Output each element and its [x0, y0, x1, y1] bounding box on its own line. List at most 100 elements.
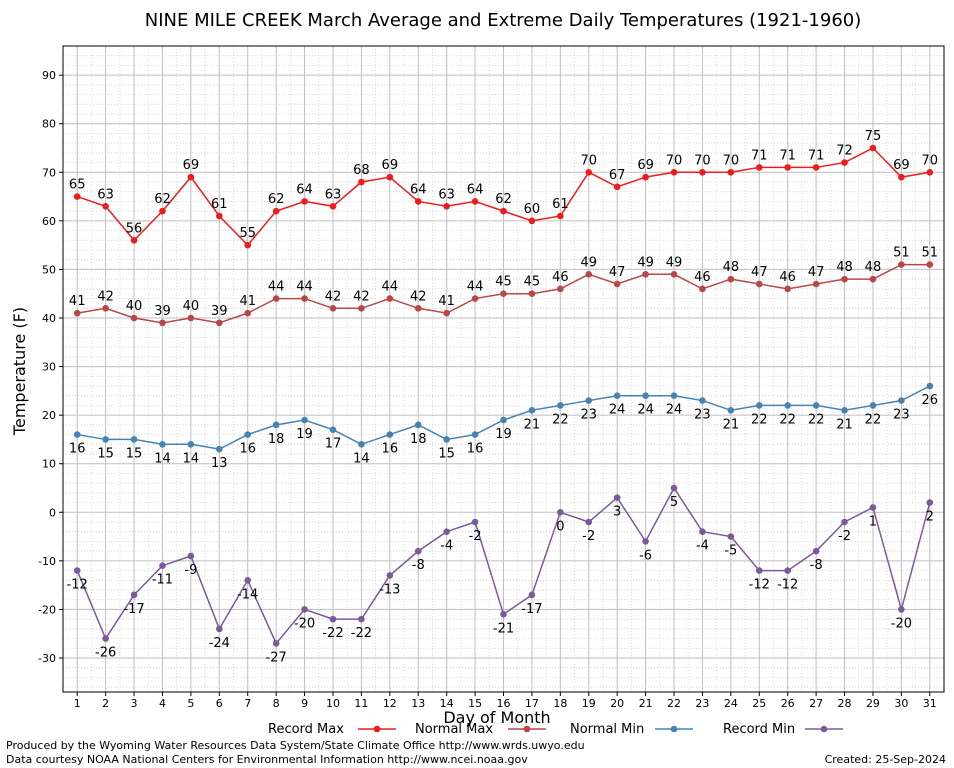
- normal-min-point: [414, 421, 422, 429]
- normal-max-data-label: 48: [865, 260, 882, 275]
- record-min-point: [926, 499, 934, 506]
- x-tick-label: 29: [866, 697, 880, 710]
- normal-max-data-label: 49: [637, 255, 654, 270]
- record-min-data-label: 1: [869, 514, 877, 529]
- record-min-data-label: -22: [351, 626, 372, 641]
- x-tick-label: 20: [610, 697, 624, 710]
- normal-min-point: [926, 382, 934, 390]
- y-tick-label: 50: [42, 263, 56, 276]
- y-tick-label: 90: [42, 69, 56, 82]
- normal-max-point: [159, 319, 166, 327]
- record-min-data-label: -9: [184, 563, 197, 578]
- x-tick-label: 19: [582, 697, 596, 710]
- record-max-point: [386, 173, 394, 181]
- normal-min-point: [699, 397, 706, 404]
- normal-max-point: [727, 275, 735, 283]
- normal-max-data-label: 44: [467, 280, 484, 295]
- normal-max-data-label: 42: [325, 289, 342, 304]
- normal-min-data-label: 19: [296, 427, 313, 442]
- record-min-point: [557, 508, 564, 516]
- normal-min-point: [642, 392, 649, 400]
- normal-max-point: [358, 304, 365, 312]
- record-min-point: [585, 518, 593, 526]
- x-tick-label: 30: [894, 697, 908, 710]
- x-tick-label: 3: [131, 697, 138, 710]
- normal-max-point: [443, 309, 450, 317]
- normal-min-data-label: 18: [410, 432, 427, 447]
- record-min-data-label: -2: [582, 529, 595, 544]
- normal-max-point: [642, 270, 649, 278]
- legend-label-normal-min: Normal Min: [570, 722, 644, 737]
- record-min-data-label: -2: [469, 529, 482, 544]
- record-max-point: [471, 198, 479, 205]
- normal-min-point: [358, 440, 365, 448]
- normal-min-point: [500, 416, 507, 424]
- y-tick-label: 80: [42, 118, 56, 131]
- normal-max-point: [841, 275, 848, 283]
- normal-max-point: [557, 285, 564, 293]
- record-max-data-label: 70: [666, 153, 683, 168]
- record-max-data-label: 64: [296, 182, 313, 197]
- record-min-point: [670, 484, 678, 492]
- normal-max-data-label: 40: [183, 299, 200, 314]
- record-min-point: [386, 572, 394, 579]
- normal-min-data-label: 22: [779, 412, 796, 427]
- record-min-data-label: -17: [521, 602, 542, 617]
- normal-max-point: [244, 309, 252, 317]
- record-min-data-label: 2: [926, 510, 934, 525]
- normal-min-point: [755, 402, 763, 409]
- record-min-point: [699, 528, 706, 536]
- x-tick-label: 28: [838, 697, 852, 710]
- normal-min-point: [159, 440, 166, 448]
- record-min-data-label: -20: [891, 616, 912, 631]
- normal-min-data-label: 24: [609, 403, 626, 418]
- normal-min-point: [244, 431, 252, 438]
- normal-min-point: [301, 416, 308, 424]
- record-max-point: [187, 173, 195, 181]
- normal-min-data-label: 21: [524, 417, 541, 432]
- record-min-data-label: -8: [810, 558, 823, 573]
- record-min-data-label: -27: [266, 650, 287, 665]
- normal-max-data-label: 44: [296, 280, 313, 295]
- normal-min-data-label: 15: [97, 446, 114, 461]
- record-min-point: [414, 547, 422, 555]
- record-min-point: [187, 552, 195, 560]
- x-tick-label: 17: [525, 697, 539, 710]
- normal-min-point: [386, 431, 394, 438]
- normal-max-point: [755, 280, 763, 288]
- y-tick-label: -20: [38, 603, 56, 616]
- normal-min-point: [443, 436, 450, 443]
- x-tick-label: 18: [553, 697, 567, 710]
- record-max-data-label: 67: [609, 168, 626, 183]
- normal-max-point: [812, 280, 820, 288]
- legend-marker-record-max: [373, 725, 381, 733]
- record-max-data-label: 69: [893, 158, 910, 173]
- record-max-data-label: 70: [580, 153, 597, 168]
- legend-marker-normal-max: [523, 725, 531, 733]
- normal-min-data-label: 23: [580, 408, 597, 423]
- x-tick-label: 10: [326, 697, 340, 710]
- record-max-point: [841, 159, 848, 166]
- record-max-data-label: 60: [524, 202, 541, 217]
- record-max-point: [869, 144, 877, 152]
- chart-title: NINE MILE CREEK March Average and Extrem…: [145, 10, 862, 31]
- record-min-point: [102, 635, 109, 642]
- record-max-point: [727, 168, 735, 176]
- normal-max-data-label: 45: [524, 275, 541, 290]
- normal-max-data-label: 46: [779, 270, 796, 285]
- normal-max-data-label: 41: [69, 294, 86, 309]
- normal-max-point: [414, 304, 422, 312]
- normal-min-data-label: 18: [268, 432, 285, 447]
- normal-max-data-label: 39: [154, 304, 171, 319]
- record-min-data-label: -24: [209, 636, 230, 651]
- legend-marker-record-min: [820, 725, 828, 733]
- normal-max-point: [699, 285, 706, 293]
- record-min-data-label: -6: [639, 548, 652, 563]
- record-max-data-label: 64: [410, 182, 427, 197]
- record-max-data-label: 69: [183, 158, 200, 173]
- record-max-data-label: 69: [637, 158, 654, 173]
- normal-max-point: [216, 319, 223, 327]
- x-tick-label: 4: [159, 697, 166, 710]
- normal-min-data-label: 16: [239, 442, 256, 457]
- record-min-data-label: -12: [67, 578, 88, 593]
